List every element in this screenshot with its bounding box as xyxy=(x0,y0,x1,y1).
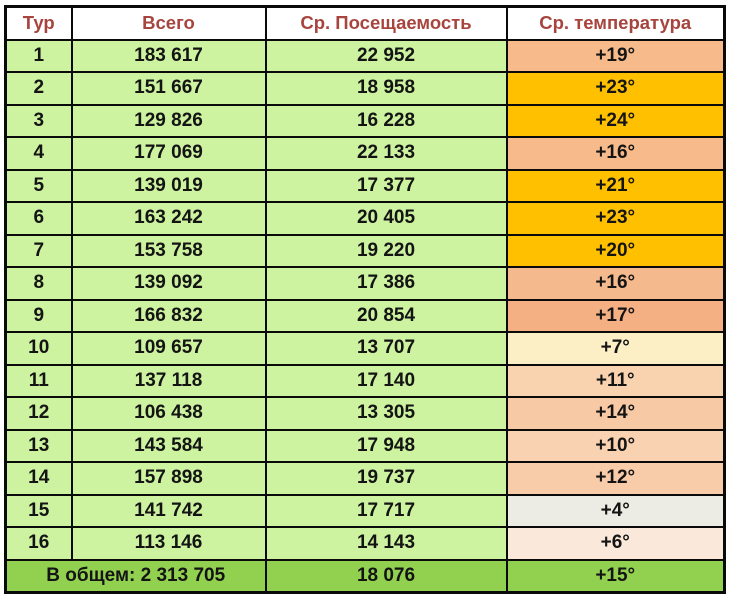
total-cell: 137 118 xyxy=(70,363,267,398)
temperature-cell: +16° xyxy=(505,136,726,171)
table-row: 13 143 584 17 948 +10° xyxy=(4,428,726,463)
temperature-cell: +14° xyxy=(505,396,726,431)
temperature-cell: +6° xyxy=(505,526,726,561)
table-row: 12 106 438 13 305 +14° xyxy=(4,396,726,431)
attendance-cell: 17 386 xyxy=(264,266,508,301)
attendance-cell: 20 854 xyxy=(264,298,508,333)
table-row: 9 166 832 20 854 +17° xyxy=(4,298,726,333)
total-cell: 166 832 xyxy=(70,298,267,333)
table-row: 7 153 758 19 220 +20° xyxy=(4,233,726,268)
total-cell: 143 584 xyxy=(70,428,267,463)
tour-cell: 2 xyxy=(4,71,73,106)
tour-cell: 6 xyxy=(4,201,73,236)
total-cell: 109 657 xyxy=(70,331,267,366)
attendance-cell: 17 377 xyxy=(264,168,508,203)
tour-cell: 15 xyxy=(4,493,73,528)
attendance-cell: 22 133 xyxy=(264,136,508,171)
tour-cell: 10 xyxy=(4,331,73,366)
attendance-cell: 13 305 xyxy=(264,396,508,431)
temperature-cell: +11° xyxy=(505,363,726,398)
table-row: 15 141 742 17 717 +4° xyxy=(4,493,726,528)
tour-cell: 9 xyxy=(4,298,73,333)
header-cell-total: Всего xyxy=(70,5,267,41)
attendance-cell: 13 707 xyxy=(264,331,508,366)
table-row: 8 139 092 17 386 +16° xyxy=(4,266,726,301)
table-row: 1 183 617 22 952 +19° xyxy=(4,38,726,73)
total-cell: 163 242 xyxy=(70,201,267,236)
tour-cell: 8 xyxy=(4,266,73,301)
table-row: 16 113 146 14 143 +6° xyxy=(4,526,726,561)
temperature-cell: +23° xyxy=(505,71,726,106)
tour-cell: 5 xyxy=(4,168,73,203)
total-cell: 139 092 xyxy=(70,266,267,301)
attendance-cell: 19 220 xyxy=(264,233,508,268)
table-row: 5 139 019 17 377 +21° xyxy=(4,168,726,203)
attendance-cell: 17 140 xyxy=(264,363,508,398)
total-cell: 151 667 xyxy=(70,71,267,106)
table-row: 14 157 898 19 737 +12° xyxy=(4,461,726,496)
header-cell-tour: Тур xyxy=(4,5,73,41)
table-row: 10 109 657 13 707 +7° xyxy=(4,331,726,366)
temperature-cell: +7° xyxy=(505,331,726,366)
temperature-cell: +23° xyxy=(505,201,726,236)
tour-cell: 1 xyxy=(4,38,73,73)
total-cell: 106 438 xyxy=(70,396,267,431)
tour-cell: 7 xyxy=(4,233,73,268)
header-cell-attendance: Ср. Посещаемость xyxy=(264,5,508,41)
tour-cell: 13 xyxy=(4,428,73,463)
total-cell: 113 146 xyxy=(70,526,267,561)
footer-temperature-cell: +15° xyxy=(505,558,726,594)
attendance-cell: 19 737 xyxy=(264,461,508,496)
attendance-cell: 17 717 xyxy=(264,493,508,528)
attendance-cell: 16 228 xyxy=(264,103,508,138)
total-cell: 177 069 xyxy=(70,136,267,171)
attendance-cell: 17 948 xyxy=(264,428,508,463)
temperature-cell: +20° xyxy=(505,233,726,268)
footer-total-cell: В общем: 2 313 705 xyxy=(4,558,267,594)
tour-cell: 14 xyxy=(4,461,73,496)
tour-cell: 12 xyxy=(4,396,73,431)
header-row: Тур Всего Ср. Посещаемость Ср. температу… xyxy=(4,5,726,41)
attendance-cell: 20 405 xyxy=(264,201,508,236)
temperature-cell: +12° xyxy=(505,461,726,496)
table-row: 4 177 069 22 133 +16° xyxy=(4,136,726,171)
total-cell: 139 019 xyxy=(70,168,267,203)
attendance-cell: 18 958 xyxy=(264,71,508,106)
temperature-cell: +17° xyxy=(505,298,726,333)
table-body: 1 183 617 22 952 +19° 2 151 667 18 958 +… xyxy=(4,38,726,561)
temperature-cell: +4° xyxy=(505,493,726,528)
header-cell-temperature: Ср. температура xyxy=(505,5,726,41)
total-cell: 129 826 xyxy=(70,103,267,138)
footer-attendance-cell: 18 076 xyxy=(264,558,508,594)
tour-stats-table: Тур Всего Ср. Посещаемость Ср. температу… xyxy=(4,5,726,594)
temperature-cell: +21° xyxy=(505,168,726,203)
total-cell: 153 758 xyxy=(70,233,267,268)
footer-row: В общем: 2 313 705 18 076 +15° xyxy=(4,558,726,594)
tour-cell: 16 xyxy=(4,526,73,561)
tour-cell: 4 xyxy=(4,136,73,171)
attendance-cell: 14 143 xyxy=(264,526,508,561)
table-row: 2 151 667 18 958 +23° xyxy=(4,71,726,106)
table-row: 6 163 242 20 405 +23° xyxy=(4,201,726,236)
total-cell: 183 617 xyxy=(70,38,267,73)
attendance-cell: 22 952 xyxy=(264,38,508,73)
temperature-cell: +16° xyxy=(505,266,726,301)
table-row: 3 129 826 16 228 +24° xyxy=(4,103,726,138)
temperature-cell: +10° xyxy=(505,428,726,463)
tour-cell: 11 xyxy=(4,363,73,398)
total-cell: 141 742 xyxy=(70,493,267,528)
temperature-cell: +24° xyxy=(505,103,726,138)
table-row: 11 137 118 17 140 +11° xyxy=(4,363,726,398)
temperature-cell: +19° xyxy=(505,38,726,73)
total-cell: 157 898 xyxy=(70,461,267,496)
tour-cell: 3 xyxy=(4,103,73,138)
